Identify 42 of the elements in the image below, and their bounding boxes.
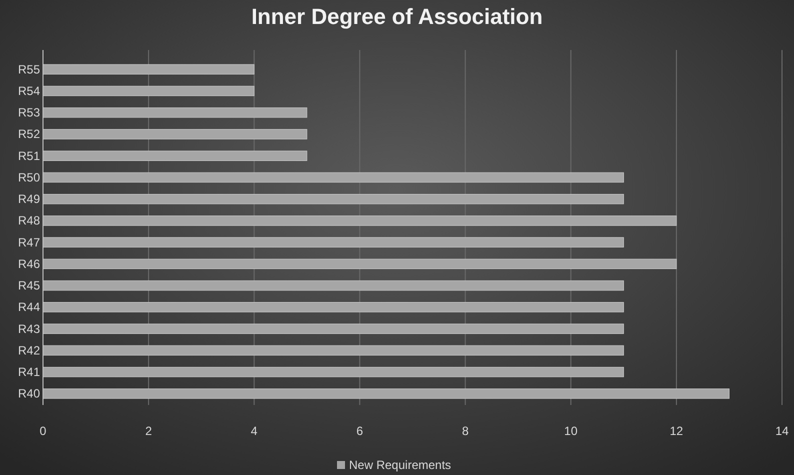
x-tick-label: 8 [462,424,469,438]
x-tick-label: 12 [670,424,684,438]
y-tick-label: R54 [18,84,40,98]
bar [42,150,308,161]
bar [42,172,624,183]
x-tick-label: 6 [356,424,364,438]
x-tick-label: 0 [40,424,47,438]
y-tick-label: R42 [18,343,40,358]
x-tick-label: 4 [250,424,258,438]
bar [42,86,254,96]
y-tick-label: R43 [18,322,40,336]
bar [42,345,624,356]
y-tick-label: R47 [18,235,40,250]
y-tick-label: R52 [18,127,40,142]
y-tick-label: R46 [18,256,40,271]
x-tick-label: 10 [564,424,578,438]
y-tick-label: R53 [18,106,40,120]
y-tick-label: R49 [18,192,40,206]
y-tick-label: R40 [18,386,40,401]
y-tick-label: R45 [18,278,40,293]
x-tick-label: 14 [775,424,789,438]
bar [42,324,624,334]
y-tick-label: R44 [18,300,40,314]
text: New Requirements [349,458,452,472]
bar [42,194,624,204]
bar [42,366,624,378]
bar [42,388,730,399]
bar [42,107,308,118]
bar [42,64,254,74]
chart-title: Inner Degree of Association [251,4,543,29]
bar [42,280,624,291]
bar [42,216,677,226]
bar [42,237,624,248]
y-tick-label: R55 [18,62,40,76]
y-tick-label: R51 [18,148,40,163]
bar [42,302,624,312]
y-tick-label: R41 [18,365,40,380]
bar [42,129,308,140]
bar [42,258,677,270]
x-tick-label: 2 [145,424,152,438]
y-tick-label: R50 [18,170,40,184]
y-tick-label: R48 [18,214,40,228]
